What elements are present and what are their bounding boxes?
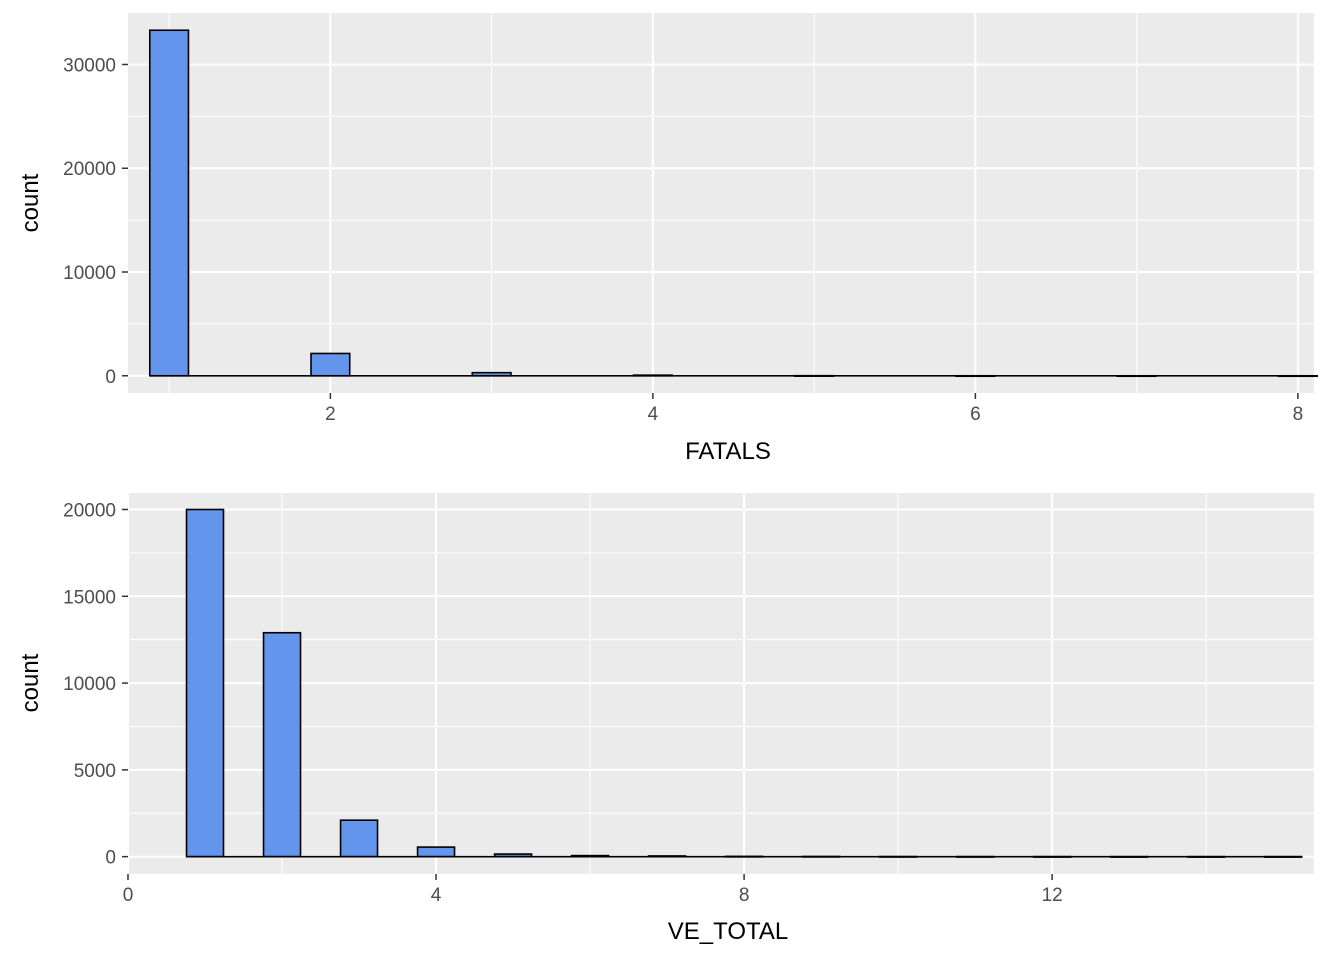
ve-total-y-tick-label: 15000 (63, 587, 116, 608)
fatals-y-tick-label: 10000 (63, 263, 116, 284)
ve-total-x-tick-label: 8 (739, 885, 750, 906)
ve-total-y-axis-title: count (17, 653, 44, 712)
ve-total-y-tick-label: 5000 (74, 761, 116, 782)
fatals-y-tick-label: 20000 (63, 159, 116, 180)
fatals-bar (310, 352, 351, 377)
ve-total-axis-ticks: 0 4 8 12 0 5000 10000 15000 20000 (63, 500, 1063, 906)
ve-total-x-tick-label: 0 (123, 885, 134, 906)
fatals-axis-ticks: 2 4 6 8 0 10000 20000 30000 (63, 55, 1303, 425)
ve-total-bar (262, 631, 302, 858)
fatals-x-tick-label: 4 (648, 404, 659, 425)
ve-total-bar (339, 819, 379, 858)
fatals-x-tick-label: 2 (325, 404, 336, 425)
fatals-bar (148, 29, 190, 377)
ve-total-y-tick-label: 10000 (63, 674, 116, 695)
ve-total-x-tick-label: 12 (1042, 885, 1063, 906)
fatals-y-axis-title: count (17, 173, 44, 232)
fatals-bars (148, 29, 1319, 378)
ve-total-x-axis-title: VE_TOTAL (668, 918, 789, 945)
ve-total-x-tick-label: 4 (431, 885, 442, 906)
fatals-y-tick-label: 0 (105, 367, 116, 388)
fatals-y-tick-label: 30000 (63, 55, 116, 76)
fatals-x-tick-label: 8 (1293, 404, 1304, 425)
ve-total-bar (185, 508, 225, 858)
ve-total-y-tick-label: 20000 (63, 500, 116, 521)
ve-total-histogram: 0 4 8 12 0 5000 10000 15000 20000 VE_TOTAL count (17, 493, 1314, 945)
fatals-histogram: 2 4 6 8 0 10000 20000 30000 FATALS count (17, 13, 1319, 465)
ve-total-bars (185, 508, 1303, 858)
fatals-x-tick-label: 6 (970, 404, 981, 425)
ve-total-y-tick-label: 0 (105, 848, 116, 869)
fatals-panel-background (128, 13, 1314, 393)
ve-total-bar (416, 846, 456, 858)
fatals-x-axis-title: FATALS (685, 438, 771, 465)
